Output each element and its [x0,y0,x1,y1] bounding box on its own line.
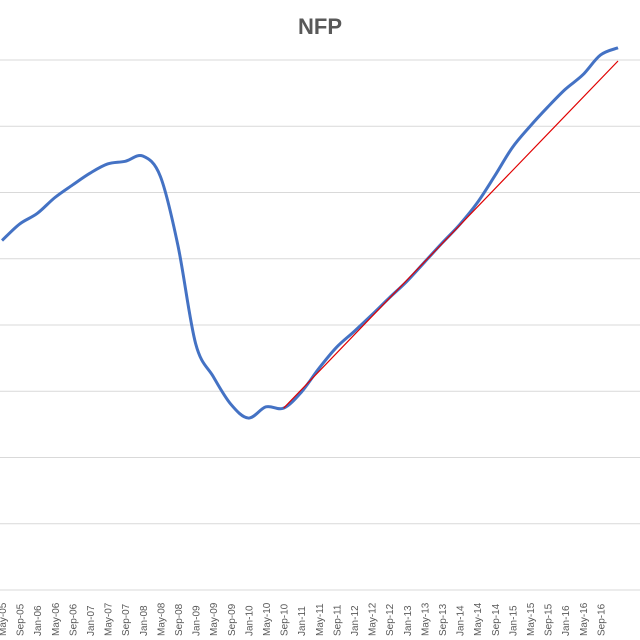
x-tick-label: May-16 [579,602,590,636]
x-tick-label: Sep-05 [16,603,27,636]
x-tick-label: May-09 [209,602,220,636]
x-tick-label: Sep-08 [174,603,185,636]
x-tick-label: Sep-06 [68,603,79,636]
x-tick-label: May-10 [262,602,273,636]
chart-title: NFP [298,14,342,39]
x-tick-label: Sep-07 [121,603,132,636]
x-tick-label: Jan-16 [561,605,572,636]
x-tick-label: Jan-08 [139,605,150,636]
x-tick-label: Jan-07 [86,605,97,636]
x-tick-label: Jan-13 [403,605,414,636]
x-tick-label: Sep-10 [280,603,291,636]
x-tick-label: Jan-09 [192,605,203,636]
x-tick-label: May-11 [315,603,326,636]
x-tick-label: May-13 [420,602,431,636]
x-tick-label: Sep-11 [332,604,343,636]
x-tick-label: Sep-09 [227,603,238,636]
x-tick-label: Sep-15 [544,603,555,636]
x-tick-label: May-12 [368,602,379,636]
nfp-series-line [0,46,619,420]
trend-line [283,60,619,409]
x-tick-label: Sep-16 [596,603,607,636]
x-tick-label: Jan-06 [33,605,44,636]
x-tick-label: Jan-10 [244,605,255,636]
x-tick-label: Sep-12 [385,603,396,636]
x-tick-label: Jan-15 [508,605,519,636]
x-tick-label: Jan-11 [297,606,308,636]
x-tick-label: Jan-12 [350,605,361,636]
x-tick-label: May-15 [526,602,537,636]
x-tick-label: May-07 [104,602,115,636]
x-tick-label: May-06 [51,602,62,636]
x-tick-label: Sep-13 [438,603,449,636]
x-tick-label: May-05 [0,602,9,636]
x-tick-label: Jan-14 [456,605,467,636]
x-tick-label: Sep-14 [491,603,502,636]
x-tick-label: May-14 [473,602,484,636]
x-tick-label: May-08 [156,602,167,636]
